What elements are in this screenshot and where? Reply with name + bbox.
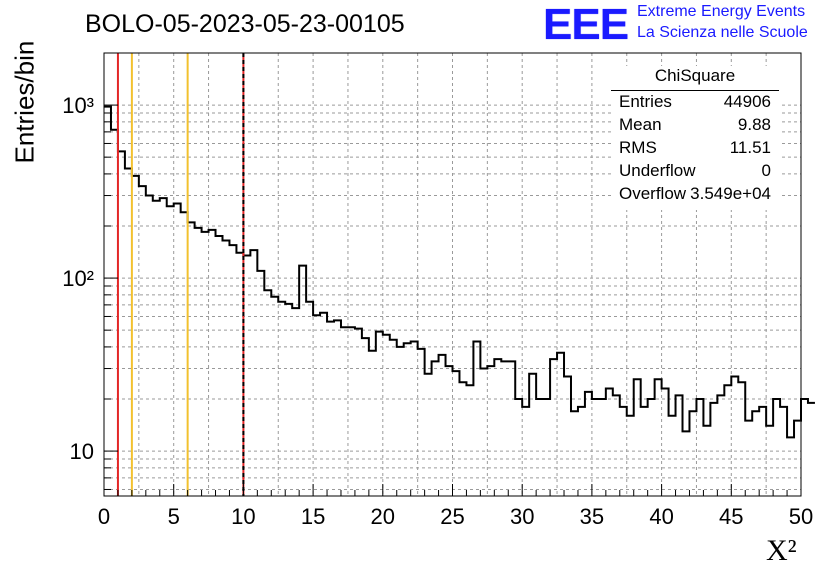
stats-row: Underflow 0: [619, 161, 771, 183]
y-tick-label: 10²: [62, 266, 94, 291]
stats-row: Mean 9.88: [619, 115, 771, 137]
x-tick-label: 35: [580, 504, 604, 529]
page-title: BOLO-05-2023-05-23-00105: [85, 10, 405, 38]
x-axis-label: X²: [766, 534, 797, 567]
stats-value: 44906: [723, 92, 771, 111]
x-tick-label: 30: [510, 504, 534, 529]
stats-divider: [611, 90, 779, 91]
y-tick-label: 10³: [62, 93, 94, 118]
stats-value: 11.51: [729, 138, 771, 157]
stats-key: Mean: [619, 115, 662, 134]
stats-key: Overflow: [619, 184, 687, 203]
stats-key: Underflow: [619, 161, 696, 180]
stats-value: 3.549e+04: [690, 184, 771, 203]
x-tick-label: 10: [231, 504, 255, 529]
x-tick-label: 50: [789, 504, 813, 529]
x-tick-label: 45: [719, 504, 743, 529]
y-axis-label: Entries/bin: [9, 40, 40, 164]
stats-title: ChiSquare: [654, 66, 736, 85]
stats-value: 9.88: [737, 115, 771, 134]
stats-value: 0: [761, 161, 771, 180]
histogram-series: [104, 105, 815, 439]
stats-row: Overflow 3.549e+04: [619, 184, 771, 206]
stats-key: Entries: [619, 92, 672, 111]
eee-logo: EEE: [543, 0, 629, 49]
y-tick-label: 10: [70, 439, 94, 464]
logo-line-1: Extreme Energy Events: [637, 3, 806, 20]
x-tick-label: 40: [649, 504, 673, 529]
x-tick-label: 15: [301, 504, 325, 529]
stats-row: RMS 11.51: [619, 138, 771, 160]
x-tick-label: 20: [371, 504, 395, 529]
stats-key: RMS: [619, 138, 657, 157]
stats-row: Entries 44906: [619, 92, 771, 114]
x-tick-label: 25: [440, 504, 464, 529]
x-tick-label: 5: [168, 504, 180, 529]
stats-box: ChiSquare Entries 44906 Mean 9.88 RMS 11…: [611, 66, 779, 210]
logo-line-2: La Scienza nelle Scuole: [637, 24, 808, 41]
x-tick-label: 0: [98, 504, 110, 529]
